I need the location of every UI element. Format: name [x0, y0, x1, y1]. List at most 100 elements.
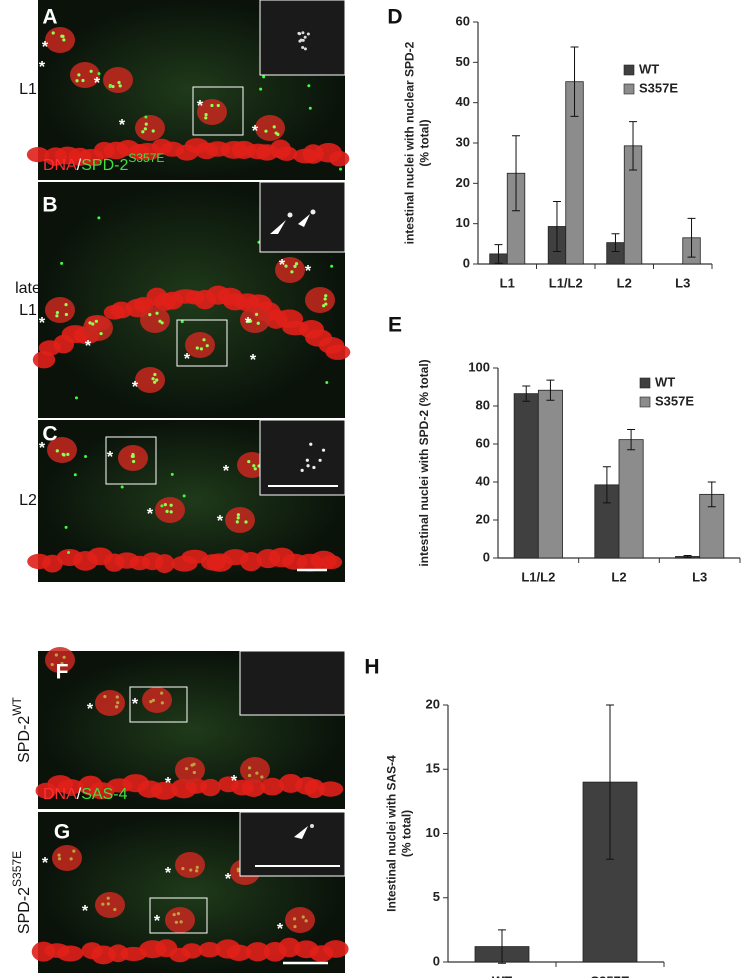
- error-bar: [512, 135, 521, 212]
- spot: [284, 264, 288, 268]
- nucleus: [56, 945, 84, 962]
- spot: [264, 129, 268, 133]
- spot: [114, 705, 119, 709]
- intestinal-nucleus: [83, 315, 113, 341]
- spot: [182, 494, 186, 498]
- spot: [143, 127, 147, 131]
- legend-label: S357E: [639, 80, 678, 95]
- spot: [254, 312, 259, 317]
- nucleus-marker: *: [279, 257, 286, 274]
- x-tick-label: S357E: [590, 973, 629, 978]
- inset: [259, 419, 346, 496]
- panel-letter: B: [42, 194, 57, 217]
- nucleus-marker: *: [39, 315, 46, 332]
- spot: [155, 378, 159, 382]
- nucleus-marker: *: [39, 440, 46, 457]
- y-tick-label: 60: [476, 435, 490, 450]
- strain-name: SPD-2: [16, 887, 33, 934]
- intestinal-nucleus: [255, 115, 285, 141]
- nucleus: [304, 779, 325, 799]
- spot: [60, 661, 64, 666]
- intestinal-nucleus: [175, 852, 205, 878]
- y-tick-label: 20: [426, 696, 440, 711]
- spot: [97, 216, 101, 220]
- spot: [62, 453, 66, 457]
- inset-spot: [300, 468, 304, 472]
- inset-spot: [309, 442, 313, 446]
- nucleus-marker: *: [231, 773, 238, 790]
- inset: [239, 650, 346, 716]
- spot: [244, 520, 248, 524]
- intestinal-nucleus: [165, 907, 195, 933]
- spot: [294, 262, 299, 266]
- nucleus-marker: *: [250, 352, 257, 369]
- spot: [235, 520, 239, 524]
- spot: [192, 770, 196, 775]
- error-bar: [546, 379, 555, 401]
- error-bar: [606, 704, 614, 860]
- spot: [72, 849, 76, 853]
- nucleus: [323, 940, 349, 958]
- zoom-box: [149, 897, 208, 934]
- spot: [69, 857, 73, 861]
- bar: [537, 389, 563, 559]
- spot: [189, 868, 193, 872]
- intestinal-nucleus: [135, 367, 165, 393]
- nucleus: [198, 942, 221, 958]
- spot: [62, 38, 66, 42]
- spot: [174, 920, 179, 924]
- stage-label: L1: [19, 81, 37, 98]
- nucleus: [260, 777, 285, 796]
- spot: [117, 80, 121, 85]
- channel-name: /: [77, 786, 82, 803]
- channel-name: /: [77, 157, 82, 174]
- panel-letter: E: [388, 314, 402, 337]
- spot: [195, 869, 199, 873]
- spot: [301, 915, 305, 919]
- nucleus-marker: *: [39, 59, 46, 76]
- inset: [259, 181, 346, 253]
- legend-swatch: [639, 396, 651, 408]
- micrograph: [32, 181, 351, 418]
- spot: [216, 103, 220, 108]
- spot: [132, 459, 136, 464]
- spot: [120, 485, 124, 489]
- spot: [204, 116, 208, 120]
- stage-label: L1: [19, 302, 37, 319]
- intestinal-nucleus: [135, 115, 165, 141]
- zoom-box: [105, 436, 157, 485]
- nucleus-marker: *: [42, 855, 49, 872]
- x-tick-label: L2: [617, 275, 632, 290]
- nucleus-marker: *: [154, 913, 161, 930]
- y-tick-label: 5: [433, 889, 440, 904]
- nucleus: [245, 942, 270, 962]
- spot: [97, 72, 101, 76]
- spot: [247, 459, 251, 464]
- spot: [293, 924, 297, 929]
- spot: [151, 377, 155, 381]
- nucleus-marker: *: [217, 513, 224, 530]
- channel-name: DNA: [43, 157, 77, 174]
- panel-letter: G: [54, 821, 70, 844]
- spot: [262, 75, 266, 79]
- spot: [247, 773, 252, 778]
- channel-label: DNA/SPD-2S357E: [43, 151, 164, 174]
- error-bar: [707, 481, 716, 508]
- spot: [153, 372, 157, 377]
- x-tick-label: L3: [692, 569, 707, 584]
- y-tick-label: 80: [476, 397, 490, 412]
- y-tick-label: 20: [456, 175, 470, 190]
- spot: [160, 504, 164, 508]
- y-tick-label: 15: [426, 761, 440, 776]
- nucleus-marker: *: [277, 921, 284, 938]
- spot: [339, 167, 343, 171]
- nucleus-marker: *: [223, 463, 230, 480]
- spot: [169, 510, 173, 514]
- y-axis-label: (% total): [418, 119, 432, 166]
- spot: [106, 902, 110, 906]
- micrograph: [27, 419, 346, 582]
- spot: [60, 261, 64, 265]
- nucleus-marker: *: [132, 696, 139, 713]
- error-bar: [687, 217, 696, 258]
- inset-spot: [305, 458, 309, 462]
